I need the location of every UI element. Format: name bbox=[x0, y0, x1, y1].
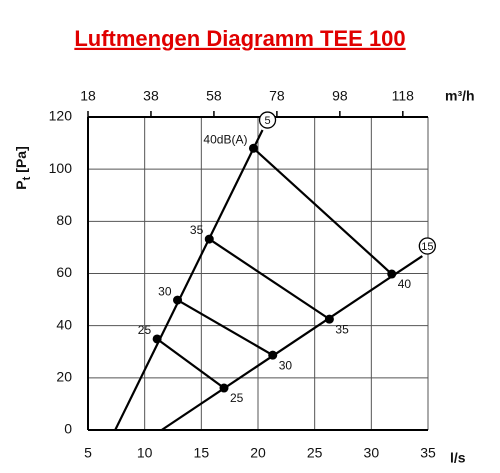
point bbox=[173, 295, 183, 305]
x2-tick-label: 58 bbox=[206, 88, 222, 104]
series-label: 5 bbox=[264, 115, 270, 127]
x2-axis-label: m³/h bbox=[445, 88, 475, 104]
point-label: 25 bbox=[230, 391, 244, 405]
point-label: 30 bbox=[279, 358, 293, 372]
y-tick-label: 40 bbox=[56, 316, 72, 332]
y-tick-label: 100 bbox=[49, 160, 73, 176]
y-tick-label: 120 bbox=[49, 108, 73, 124]
y-tick-label: 20 bbox=[56, 369, 72, 385]
x-tick-label: 20 bbox=[250, 445, 266, 461]
y-label-main: P bbox=[13, 180, 29, 189]
y-tick-label: 80 bbox=[56, 212, 72, 228]
y-label-unit: [Pa] bbox=[13, 146, 29, 172]
series-marker-circle bbox=[258, 111, 277, 129]
y-label-sub: t bbox=[21, 176, 33, 180]
x2-tick-label: 98 bbox=[332, 88, 348, 104]
x-tick-label: 30 bbox=[364, 445, 380, 461]
point-label: 25 bbox=[138, 323, 152, 337]
line bbox=[176, 299, 274, 357]
point-label: 30 bbox=[158, 284, 172, 298]
point bbox=[387, 269, 397, 279]
point bbox=[219, 383, 229, 393]
y-tick-label: 0 bbox=[64, 421, 72, 437]
x-tick-label: 10 bbox=[137, 445, 153, 461]
point bbox=[268, 350, 278, 360]
point bbox=[248, 143, 258, 153]
x-tick-label: 35 bbox=[420, 445, 436, 461]
y-axis-label: Pt [Pa] bbox=[13, 146, 33, 189]
point-label: 35 bbox=[335, 322, 349, 336]
line bbox=[114, 129, 264, 431]
point bbox=[152, 334, 162, 344]
x-tick-label: 15 bbox=[194, 445, 210, 461]
line bbox=[208, 238, 331, 321]
series-marker-circle bbox=[418, 237, 436, 255]
x-axis-label: l/s bbox=[450, 450, 466, 466]
point bbox=[204, 234, 214, 244]
point bbox=[324, 314, 334, 324]
x-tick-label: 5 bbox=[84, 445, 92, 461]
x2-tick-label: 78 bbox=[269, 88, 285, 104]
point-label: 35 bbox=[190, 223, 204, 237]
point-label: 40 bbox=[398, 277, 412, 291]
y-tick-label: 60 bbox=[56, 264, 72, 280]
point-label: 40dB(A) bbox=[203, 132, 247, 146]
chart-title: Luftmengen Diagramm TEE 100 bbox=[74, 26, 405, 51]
series-label: 15 bbox=[421, 241, 433, 253]
line bbox=[161, 255, 423, 431]
x2-tick-label: 18 bbox=[80, 88, 96, 104]
line bbox=[252, 147, 393, 275]
line bbox=[156, 338, 225, 389]
x2-tick-label: 118 bbox=[392, 88, 415, 104]
x-tick-label: 25 bbox=[307, 445, 323, 461]
x2-tick-label: 38 bbox=[143, 88, 159, 104]
